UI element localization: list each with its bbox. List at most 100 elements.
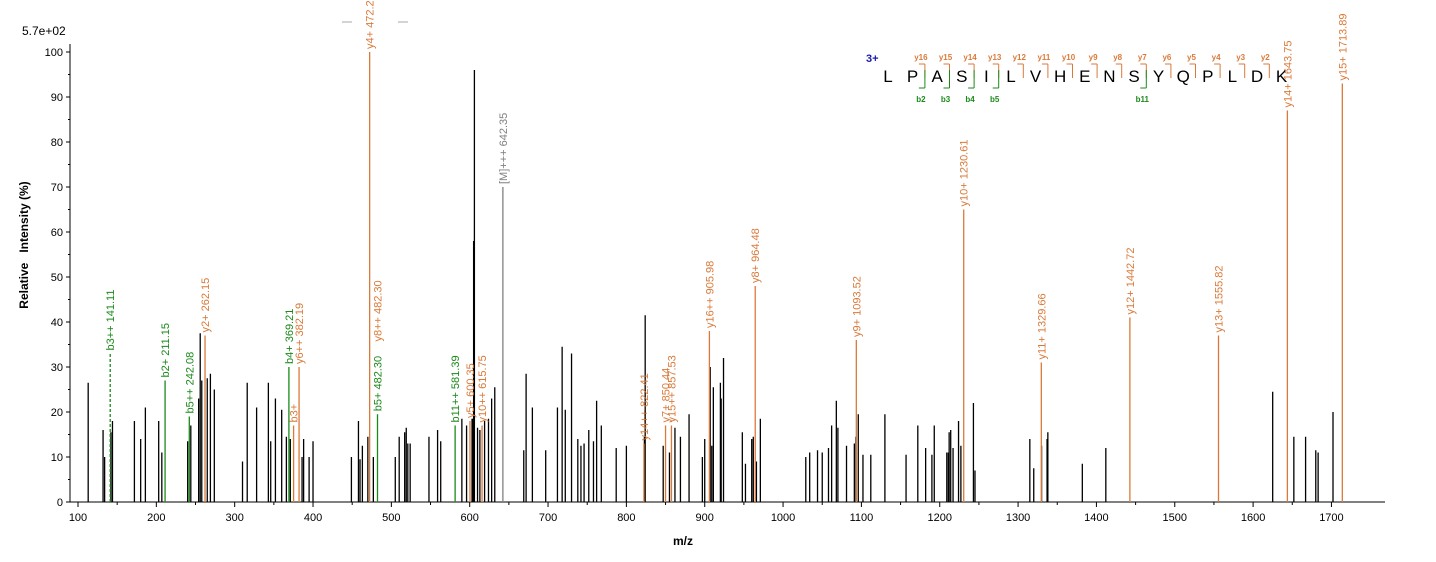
- y-ion-label: y8: [1113, 53, 1122, 62]
- x-tick-label: 1600: [1241, 512, 1265, 524]
- sequence-residue: I: [984, 67, 989, 86]
- x-tick-label: 600: [461, 512, 479, 524]
- x-tick-label: 1100: [850, 512, 874, 524]
- x-tick-label: 1300: [1006, 512, 1030, 524]
- y-ion-label: y5: [1187, 53, 1196, 62]
- y-tick-label: 100: [45, 47, 63, 59]
- y-tick-label: 90: [51, 92, 63, 104]
- y-ion-label: y11: [1037, 53, 1050, 62]
- peak-label: y11+ 1329.66: [1036, 293, 1048, 359]
- b-ion-label: b5: [990, 95, 1000, 104]
- peak-label: y2+ 262.15: [200, 278, 212, 333]
- peak-label: b4+ 369.21: [284, 309, 296, 364]
- x-tick-label: 100: [69, 512, 87, 524]
- y-ion-label: y12: [1013, 53, 1027, 62]
- x-tick-label: 800: [617, 512, 635, 524]
- charge-state: 3+: [866, 53, 879, 65]
- peak-label: y12+ 1442.72: [1125, 248, 1137, 315]
- max-intensity-label: 5.7e+02: [22, 24, 66, 38]
- sequence-residue: S: [1128, 67, 1139, 86]
- y-ion-label: y10: [1062, 53, 1076, 62]
- sequence-residue: P: [1202, 67, 1213, 86]
- peak-label: b5++ 242.08: [184, 352, 196, 414]
- sequence-residue: E: [1079, 67, 1090, 86]
- peak-label: b2+ 211.15: [160, 323, 172, 378]
- x-tick-label: 1200: [927, 512, 951, 524]
- y-ion-label: y7: [1138, 53, 1147, 62]
- x-tick-label: 1500: [1163, 512, 1187, 524]
- y-ion-label: y3: [1236, 53, 1245, 62]
- peak-label: [M]+++ 642.35: [498, 113, 510, 184]
- peak-label: y6++ 382.19: [294, 303, 306, 364]
- x-tick-label: 1400: [1084, 512, 1108, 524]
- y-tick-label: 70: [51, 182, 63, 194]
- peak-label: y10++ 615.75: [477, 355, 489, 422]
- sequence-residue: K: [1276, 67, 1288, 86]
- x-tick-label: 200: [147, 512, 165, 524]
- sequence-residue: Q: [1177, 67, 1190, 86]
- x-tick-label: 300: [226, 512, 244, 524]
- y-tick-label: 10: [51, 452, 63, 464]
- y-ion-label: y9: [1089, 53, 1098, 62]
- y-ion-label: y4: [1212, 53, 1221, 62]
- annotated-peaks: b3++ 141.11 b2+ 211.15 b5++ 242.08 y2+ 262.…: [105, 0, 1349, 502]
- y-ion-label: y6: [1162, 53, 1171, 62]
- y-ion-label: y2: [1261, 53, 1270, 62]
- peak-lines: [87, 70, 1334, 502]
- peak-label: y16++ 905.98: [704, 261, 716, 328]
- y-tick-label: 60: [51, 227, 63, 239]
- b-ion-label: b2: [916, 95, 926, 104]
- peak-label: b3++ 141.11: [105, 290, 117, 351]
- y-tick-label: 30: [51, 362, 63, 374]
- sequence-residue: H: [1054, 67, 1066, 86]
- y-ion-label: y13: [988, 53, 1002, 62]
- peak-label: y7+ 850.44: [661, 368, 673, 423]
- sequence-residue: S: [956, 67, 967, 86]
- peak-label: y14++ 822.41: [639, 373, 651, 440]
- peak-label: y8+ 964.48: [750, 228, 762, 283]
- y-tick-label: 50: [51, 272, 63, 284]
- sequence-residue: V: [1030, 67, 1042, 86]
- x-tick-label: 900: [696, 512, 714, 524]
- sequence-residue: L: [1006, 67, 1015, 86]
- peak-label: y10+ 1230.61: [959, 140, 971, 207]
- x-tick-label: 1000: [771, 512, 795, 524]
- y-tick-label: 0: [57, 497, 63, 509]
- peak-label: b11++ 581.39: [450, 355, 462, 422]
- x-tick-label: 500: [382, 512, 400, 524]
- y-axis-title: Relative Intensity (%): [17, 181, 31, 308]
- sequence-residue: N: [1103, 67, 1115, 86]
- peak-label: y5+ 600.35: [465, 363, 477, 418]
- peak-label: b3+: [289, 404, 301, 423]
- sequence-residue: D: [1251, 67, 1263, 86]
- peak-label: y15+ 1713.89: [1337, 14, 1349, 81]
- sequence-residue: A: [932, 67, 944, 86]
- sequence-residue: L: [883, 67, 892, 86]
- b-ion-label: b11: [1136, 95, 1150, 104]
- sequence-residue: L: [1228, 67, 1237, 86]
- axis-ticks: 100 200 300 400 500 600 700 800 900 1000 1100 1200 1…: [45, 47, 1344, 524]
- sequence-residue: P: [907, 67, 918, 86]
- peak-label: y15++ 857.53: [666, 355, 678, 422]
- y-ion-label: y14: [963, 53, 977, 62]
- peak-label: y9+ 1093.52: [851, 276, 863, 337]
- peak-label: y8++ 482.30: [372, 280, 384, 341]
- peak-label: b5+ 482.30: [372, 356, 384, 411]
- x-tick-label: 400: [304, 512, 322, 524]
- x-axis-title: m/z: [673, 534, 693, 548]
- peak-label: y14+ 1643.75: [1282, 41, 1294, 108]
- x-tick-label: 1700: [1319, 512, 1343, 524]
- y-ion-label: y16: [914, 53, 928, 62]
- peak-label: y13+ 1555.82: [1213, 266, 1225, 333]
- y-tick-label: 20: [51, 407, 63, 419]
- y-ion-label: y15: [939, 53, 953, 62]
- x-tick-label: 700: [539, 512, 557, 524]
- y-tick-label: 40: [51, 317, 63, 329]
- y-tick-label: 80: [51, 137, 63, 149]
- b-ion-label: b3: [941, 95, 951, 104]
- peak-label: y4+ 472.29: [365, 0, 377, 49]
- sequence-residue: Y: [1153, 67, 1164, 86]
